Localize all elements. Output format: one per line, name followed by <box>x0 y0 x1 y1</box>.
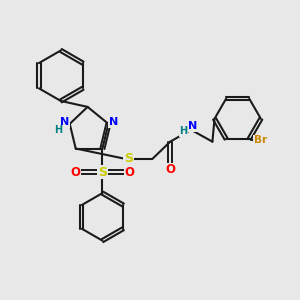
Text: O: O <box>125 166 135 179</box>
Text: N: N <box>109 117 118 128</box>
Text: S: S <box>124 152 133 165</box>
Text: Br: Br <box>254 135 267 146</box>
Text: N: N <box>188 121 197 131</box>
Text: O: O <box>70 166 80 179</box>
Text: H: H <box>54 125 62 135</box>
Text: O: O <box>165 163 175 176</box>
Text: N: N <box>60 117 69 128</box>
Text: S: S <box>98 166 107 179</box>
Text: H: H <box>179 126 188 136</box>
